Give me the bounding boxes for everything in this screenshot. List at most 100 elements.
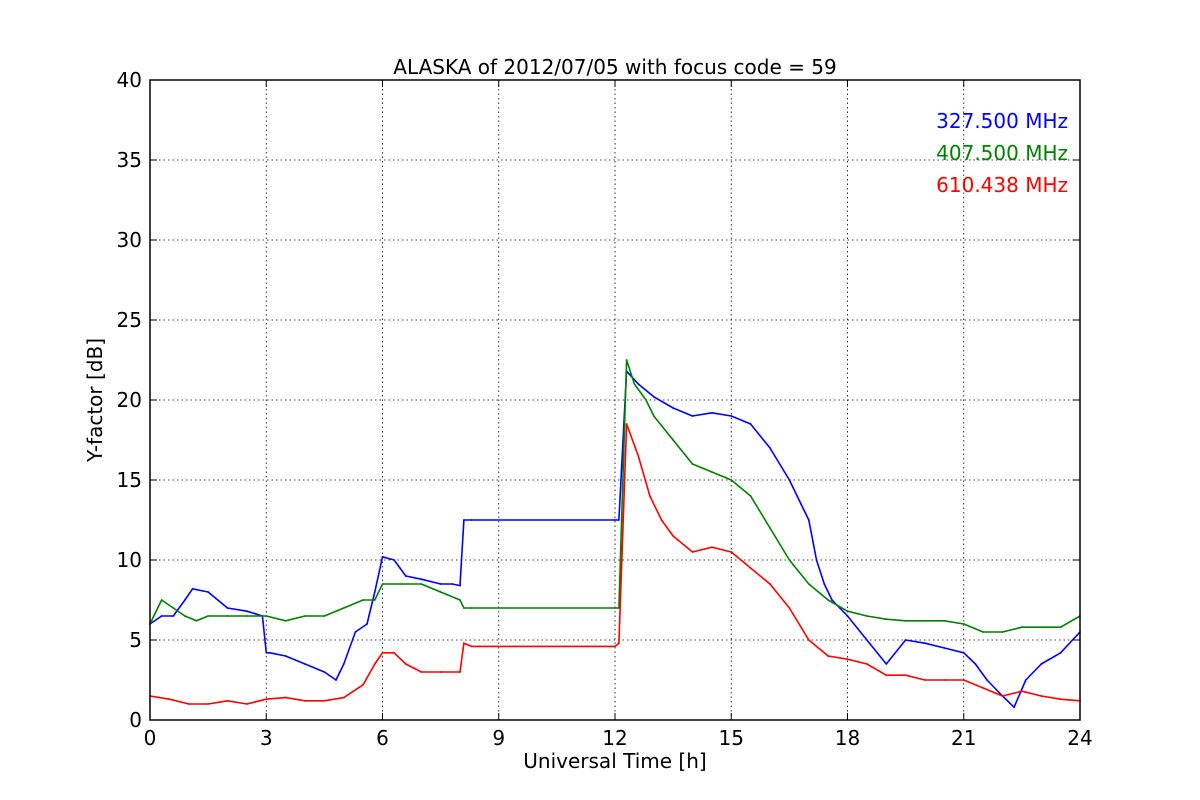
data-point — [730, 551, 733, 553]
data-point — [373, 663, 376, 665]
data-point — [924, 619, 926, 622]
data-point — [618, 519, 620, 521]
data-point — [459, 584, 461, 587]
x-tick-label: 0 — [144, 726, 157, 750]
data-point — [769, 527, 771, 529]
y-axis-label: Y-factor [dB] — [83, 338, 107, 463]
data-point — [1001, 695, 1004, 697]
data-point — [614, 519, 616, 521]
data-point — [904, 639, 907, 641]
data-point — [943, 679, 946, 681]
data-point — [335, 679, 337, 681]
legend-entry: 610.438 MHz — [936, 173, 1068, 197]
data-point — [401, 583, 403, 585]
data-point — [1021, 626, 1023, 629]
data-point — [304, 663, 306, 665]
data-point — [1040, 663, 1043, 665]
data-point — [1013, 706, 1015, 709]
data-point — [381, 555, 384, 558]
data-point — [807, 583, 810, 585]
data-point — [342, 696, 345, 699]
y-tick-label: 10 — [117, 548, 142, 572]
data-point — [470, 645, 473, 648]
data-point — [342, 663, 345, 665]
data-point — [439, 583, 442, 585]
ticks: 0 3 6 9 12 15 18 21 24 0 5 10 15 20 25 30 35 40 — [117, 68, 1093, 750]
legend-entry: 327.500 MHz — [936, 109, 1068, 133]
data-point — [439, 591, 442, 593]
data-point — [982, 631, 984, 633]
data-point — [749, 495, 752, 497]
data-point — [265, 651, 268, 654]
data-point — [207, 703, 210, 705]
data-point — [788, 559, 791, 561]
data-point — [924, 642, 926, 645]
data-point — [807, 639, 810, 641]
data-point — [184, 599, 186, 601]
data-point — [788, 479, 791, 481]
data-point — [404, 575, 407, 577]
data-point — [195, 619, 198, 622]
data-point — [943, 619, 946, 622]
data-point — [827, 599, 829, 601]
data-point — [342, 607, 345, 609]
data-point — [711, 411, 713, 414]
data-point — [1024, 679, 1027, 681]
x-tick-label: 18 — [835, 726, 860, 750]
data-point — [625, 423, 628, 425]
series-line-1 — [149, 359, 1081, 633]
data-point — [172, 607, 175, 609]
data-point — [904, 674, 907, 677]
data-point — [304, 615, 306, 617]
x-tick-label: 9 — [492, 726, 505, 750]
data-point — [633, 383, 636, 385]
data-point — [866, 663, 868, 665]
data-point — [420, 583, 423, 585]
data-point — [246, 703, 248, 705]
data-point — [269, 651, 271, 654]
chart-title: ALASKA of 2012/07/05 with focus code = 5… — [393, 55, 836, 79]
data-point — [172, 615, 175, 617]
data-point — [1001, 631, 1004, 633]
data-point — [160, 615, 163, 617]
data-point — [846, 658, 849, 661]
grid — [150, 80, 1080, 720]
data-point — [187, 703, 190, 705]
x-axis-label: Universal Time [h] — [523, 749, 706, 773]
data-point — [711, 471, 713, 473]
data-point — [962, 679, 965, 681]
data-point — [637, 455, 640, 457]
data-point — [711, 546, 713, 549]
series-layer — [149, 359, 1081, 709]
y-tick-label: 15 — [117, 468, 142, 492]
data-point — [323, 699, 326, 702]
data-point — [463, 642, 465, 645]
data-point — [962, 623, 965, 625]
data-point — [354, 631, 357, 633]
data-point — [800, 503, 802, 505]
y-tick-label: 35 — [117, 148, 142, 172]
data-point — [459, 599, 461, 601]
data-point — [404, 663, 407, 665]
data-point — [1040, 626, 1043, 629]
data-point — [284, 696, 287, 699]
data-point — [420, 671, 423, 673]
data-point — [885, 663, 888, 665]
data-point — [362, 599, 364, 601]
y-tick-label: 40 — [117, 68, 142, 92]
data-point — [226, 615, 229, 617]
data-point — [885, 618, 888, 621]
data-point — [323, 671, 326, 673]
data-point — [691, 415, 694, 417]
x-tick-label: 24 — [1067, 726, 1092, 750]
data-point — [246, 615, 248, 617]
data-point — [1059, 698, 1062, 701]
data-point — [284, 655, 287, 657]
data-point — [788, 607, 791, 609]
data-point — [749, 567, 752, 569]
data-point — [769, 447, 771, 449]
data-point — [265, 615, 268, 617]
data-point — [827, 655, 829, 657]
data-point — [672, 407, 674, 409]
